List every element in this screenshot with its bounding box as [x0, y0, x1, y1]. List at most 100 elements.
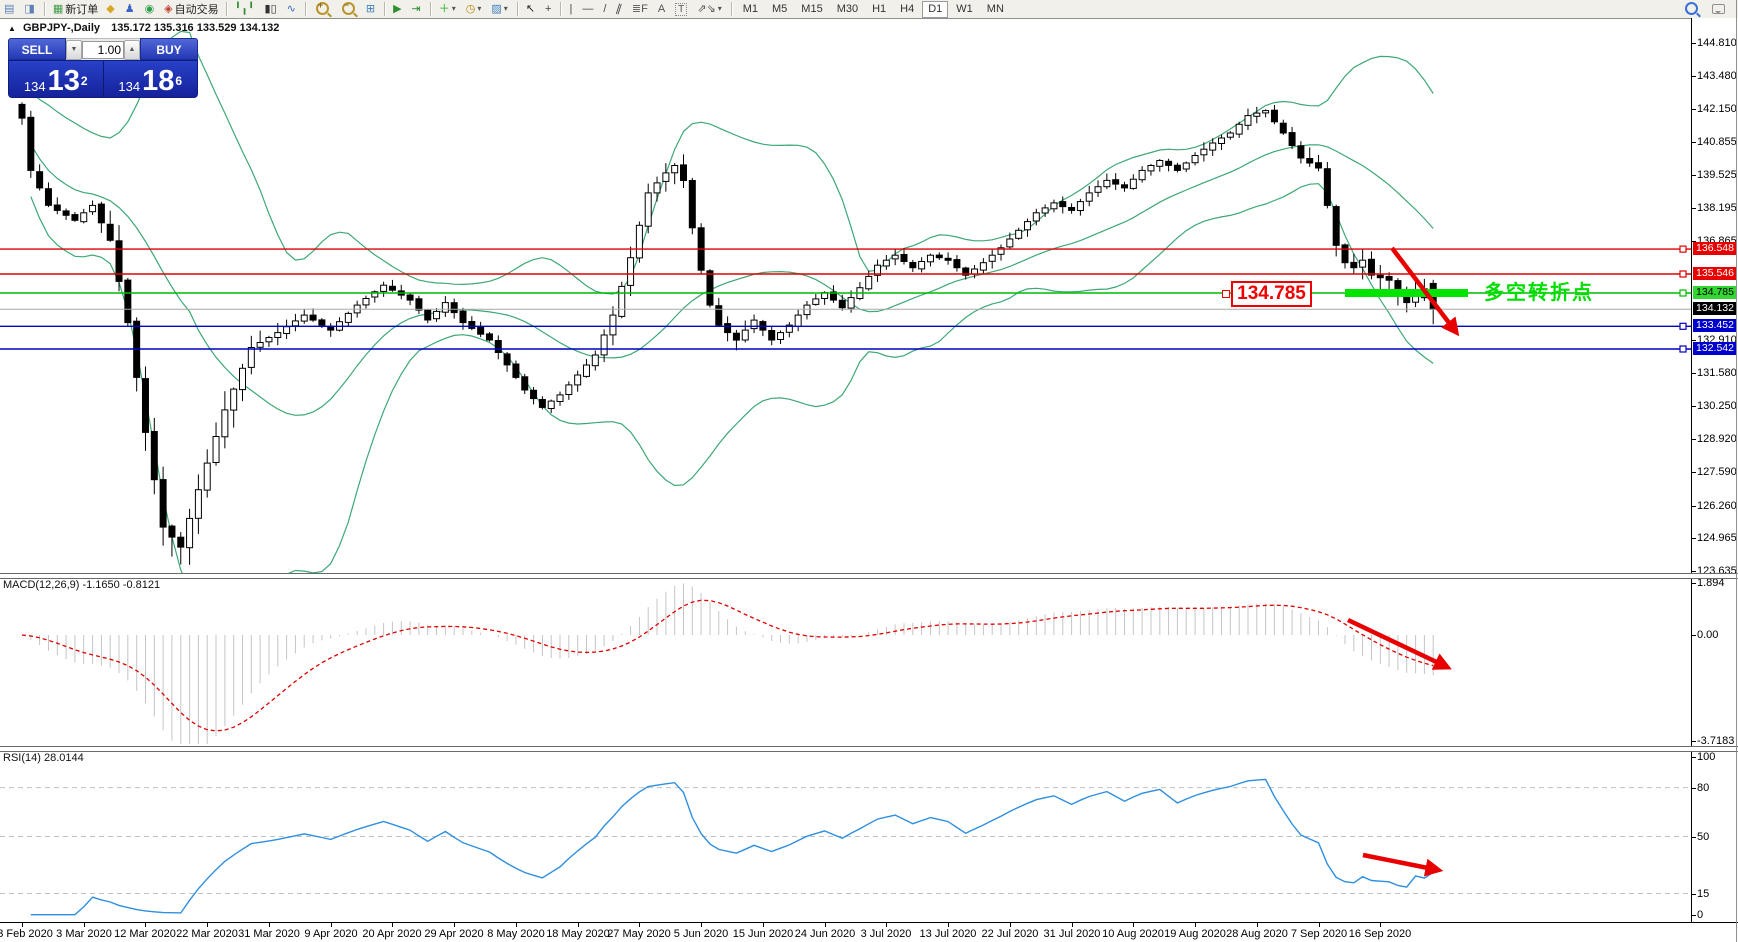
chat-icon	[1712, 4, 1725, 14]
date-tick-mark	[1195, 923, 1196, 927]
volume-input[interactable]	[82, 40, 124, 59]
tile-windows-icon[interactable]: ⊞	[363, 1, 380, 17]
date-tick-mark	[516, 923, 517, 927]
level-handle[interactable]	[1679, 322, 1687, 330]
cursor-icon[interactable]: ↖	[523, 1, 540, 17]
auto-scroll-icon[interactable]: ▶	[390, 1, 406, 17]
signals-icon[interactable]: ◉	[142, 1, 160, 17]
axis-tick-mark	[1692, 174, 1696, 176]
date-tick-mark	[392, 923, 393, 927]
buy-button[interactable]: BUY	[140, 38, 198, 60]
volume-up-button[interactable]: ▲	[124, 39, 140, 60]
autotrading-button[interactable]: ◈ 自动交易	[161, 1, 221, 17]
chart-window-icon[interactable]: ▤	[1, 1, 19, 17]
price-tick-128.920: 128.920	[1697, 433, 1737, 446]
trend-arrow-macd[interactable]	[1347, 617, 1452, 670]
crosshair-icon[interactable]: +	[542, 1, 556, 17]
axis-tick-mark	[1692, 740, 1696, 742]
price-callout-label[interactable]: 134.785	[1231, 281, 1312, 307]
timeframe-button-h1[interactable]: H1	[872, 2, 887, 15]
timeframe-button-h4[interactable]: H4	[900, 2, 915, 15]
buy-price-big: 18	[142, 65, 175, 97]
macd-pane[interactable]	[0, 577, 1691, 746]
date-label: 13 Jul 2020	[919, 928, 977, 940]
sell-button[interactable]: SELL	[8, 38, 66, 60]
date-label: 7 Sep 2020	[1290, 928, 1348, 940]
collapse-triangle-icon[interactable]: ▲	[8, 24, 16, 33]
zoom-in-icon[interactable]: +	[311, 0, 335, 17]
axis-tick-mark	[1692, 893, 1696, 895]
callout-anchor-handle[interactable]	[1222, 290, 1230, 298]
date-tick-mark	[578, 923, 579, 927]
rsi-tick-100: 100	[1697, 751, 1716, 763]
trendline-icon[interactable]: /	[600, 1, 611, 17]
zoom-in-icon: +	[315, 0, 329, 15]
date-label: 15 Jun 2020	[732, 928, 794, 940]
turning-point-annotation[interactable]: 多空转折点	[1484, 282, 1594, 304]
pane-separator-main-macd[interactable]	[0, 573, 1738, 579]
add-indicator-button[interactable]: ＋ ▾	[436, 1, 461, 17]
axis-tick-mark	[1692, 757, 1696, 758]
chart-symbol-period: GBPJPY-,Daily	[22, 22, 101, 34]
level-handle[interactable]	[1679, 270, 1687, 278]
axis-tick-mark	[1692, 406, 1696, 408]
timeframe-button-d1[interactable]: D1	[922, 0, 949, 18]
timeframe-button-m15[interactable]: M15	[801, 2, 823, 15]
fibonacci-icon[interactable]: ≣F	[629, 1, 653, 17]
date-tick-mark	[1257, 923, 1258, 927]
buy-price-sup: 6	[175, 74, 183, 88]
main-toolbar: ▤ ◨ ▦ 新订单 ◆ ♟ ◉ ◈ 自动交易 ╹╻╹ ▮▯ ∿ + − ⊞ ▶ ⇥ ＋ ▾ ◷ ▾ ▨ ▾ ↖ + | — / ∥ ≣F A…	[0, 0, 1738, 19]
new-order-button[interactable]: ▦ 新订单	[50, 1, 101, 17]
bar-chart-icon[interactable]: ╹╻╹	[232, 1, 260, 17]
trend-arrow-rsi[interactable]	[1362, 852, 1444, 877]
chart-shift-icon[interactable]: ⇥	[409, 1, 426, 17]
level-handle[interactable]	[1679, 345, 1687, 353]
axis-tick-mark	[1692, 372, 1696, 374]
axis-tick-mark	[1692, 915, 1696, 916]
date-tick-mark	[331, 923, 332, 927]
trend-arrow-main[interactable]	[1390, 246, 1460, 337]
rsi-pane[interactable]	[0, 750, 1691, 922]
pane-separator-macd-rsi[interactable]	[0, 746, 1738, 752]
timeframe-button-m1[interactable]: M1	[742, 2, 759, 15]
add-indicator-button: ＋	[438, 3, 450, 15]
buy-price[interactable]: 134 18 6	[104, 61, 198, 97]
arrows-button[interactable]: ⇗⇘ ▾	[694, 1, 726, 17]
timeframe-button-m30[interactable]: M30	[836, 2, 859, 15]
profiles-icon[interactable]: ◨	[21, 1, 39, 17]
toolbar-separator	[730, 2, 733, 16]
fibonacci-icon: ≣F	[631, 3, 648, 15]
timeframe-button-w1[interactable]: W1	[956, 2, 973, 15]
community-icon[interactable]: ♟	[122, 1, 140, 17]
horizontal-line-icon[interactable]: —	[579, 1, 598, 17]
level-handle[interactable]	[1679, 289, 1687, 297]
label-icon[interactable]: T	[672, 1, 692, 17]
turning-point-band[interactable]	[1345, 289, 1468, 297]
periods-button[interactable]: ◷ ▾	[463, 1, 487, 17]
level-handle[interactable]	[1679, 245, 1687, 253]
price-chart-pane[interactable]	[0, 20, 1691, 573]
volume-down-button[interactable]: ▼	[66, 39, 82, 60]
text-icon[interactable]: A	[655, 1, 670, 17]
periods-button: ◷	[465, 3, 476, 15]
date-label: 22 Jul 2020	[981, 928, 1039, 940]
candles-chart-icon[interactable]: ▮▯	[262, 1, 282, 17]
axis-tick-mark	[1692, 43, 1696, 44]
templates-button[interactable]: ▨ ▾	[488, 1, 512, 17]
sell-price[interactable]: 134 13 2	[9, 61, 104, 97]
timeframe-button-m5[interactable]: M5	[772, 2, 788, 15]
deposit-box-icon[interactable]: ◆	[103, 1, 119, 17]
toolbar-separator	[225, 2, 228, 16]
chevron-down-icon: ▾	[451, 4, 456, 13]
search-icon[interactable]	[1680, 1, 1704, 17]
zoom-out-icon[interactable]: −	[337, 0, 361, 17]
chat-icon[interactable]	[1706, 1, 1731, 17]
timeframe-button-mn[interactable]: MN	[986, 2, 1004, 15]
equidistant-channel-icon[interactable]: ∥	[613, 1, 627, 17]
sell-price-prefix: 134	[23, 79, 46, 94]
date-label: 16 Sep 2020	[1348, 928, 1412, 940]
line-chart-icon[interactable]: ∿	[284, 1, 301, 17]
vertical-line-icon[interactable]: |	[566, 1, 577, 17]
